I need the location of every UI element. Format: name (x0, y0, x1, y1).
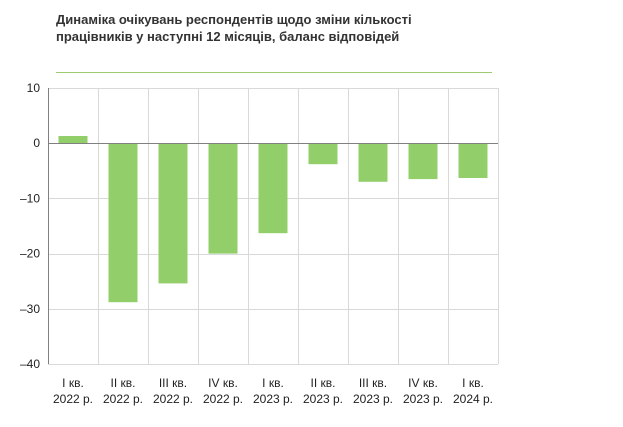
x-tick-label: 2023 р. (353, 392, 393, 406)
y-tick-label: –30 (20, 302, 40, 316)
bar (158, 143, 188, 284)
x-tick-label: III кв. (159, 376, 187, 390)
x-tick-label: II кв. (311, 376, 336, 390)
x-tick-label: III кв. (359, 376, 387, 390)
bars (58, 136, 488, 303)
x-tick-label: 2022 р. (103, 392, 143, 406)
x-tick-label: I кв. (462, 376, 484, 390)
y-tick-label: –10 (20, 191, 40, 205)
x-tick-label: 2023 р. (403, 392, 443, 406)
bar (258, 143, 288, 234)
bar (58, 136, 88, 144)
bar (408, 143, 438, 180)
y-tick-labels: 10 0 –10 –20 –30 –40 (20, 81, 40, 371)
x-tick-label: 2022 р. (53, 392, 93, 406)
title-divider (56, 72, 492, 73)
bar (208, 143, 238, 254)
y-tick-label: –20 (20, 247, 40, 261)
y-tick-label: 0 (33, 136, 40, 150)
bar (108, 143, 138, 303)
y-tick-label: –40 (20, 357, 40, 371)
x-tick-label: 2024 р. (453, 392, 493, 406)
x-tick-label: IV кв. (208, 376, 238, 390)
y-tick-label: 10 (27, 81, 41, 95)
x-tick-label: IV кв. (408, 376, 438, 390)
x-tick-label: 2022 р. (203, 392, 243, 406)
axes (48, 88, 498, 364)
x-tick-label: I кв. (62, 376, 84, 390)
x-tick-label: 2022 р. (153, 392, 193, 406)
x-tick-labels: I кв. 2022 р. II кв. 2022 р. III кв. 2022 р. I… (53, 376, 493, 406)
bar (358, 143, 388, 182)
bar (308, 143, 338, 165)
chart-title: Динаміка очікувань респондентів щодо змі… (56, 12, 412, 44)
x-tick-label: I кв. (262, 376, 284, 390)
x-tick-label: 2023 р. (253, 392, 293, 406)
x-tick-label: 2023 р. (303, 392, 343, 406)
x-tick-label: II кв. (111, 376, 136, 390)
bar (458, 143, 488, 178)
